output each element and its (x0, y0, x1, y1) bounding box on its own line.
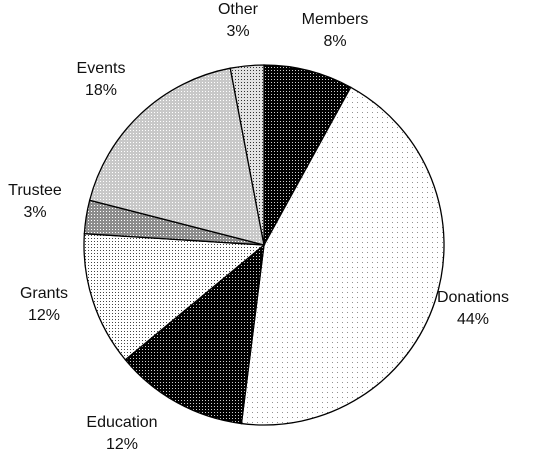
slice-value-donations: 44% (457, 311, 489, 328)
pie-labels: Members 8% Donations 44% Education 12% Grants 1… (8, 1, 509, 453)
pie-slices (83, 64, 445, 426)
pie-slice-grants (83, 233, 266, 361)
slice-label-donations: Donations (437, 289, 509, 306)
pie-slice-other (229, 64, 265, 246)
slice-label-trustee: Trustee (8, 182, 62, 199)
slice-label-members: Members (302, 11, 369, 28)
pie-slice-donations (240, 86, 445, 426)
pie-slice-events (88, 67, 265, 246)
slice-value-members: 8% (323, 33, 346, 50)
slice-value-other: 3% (226, 23, 249, 40)
slice-label-other: Other (218, 1, 259, 18)
slice-value-events: 18% (85, 82, 117, 99)
pie-slice-members (263, 64, 352, 246)
slice-value-education: 12% (106, 436, 138, 453)
slice-label-education: Education (86, 414, 157, 431)
slice-label-grants: Grants (20, 285, 68, 302)
slice-value-grants: 12% (28, 307, 60, 324)
pie-slice-education (124, 243, 265, 425)
slice-label-events: Events (77, 60, 126, 77)
slice-value-trustee: 3% (23, 204, 46, 221)
